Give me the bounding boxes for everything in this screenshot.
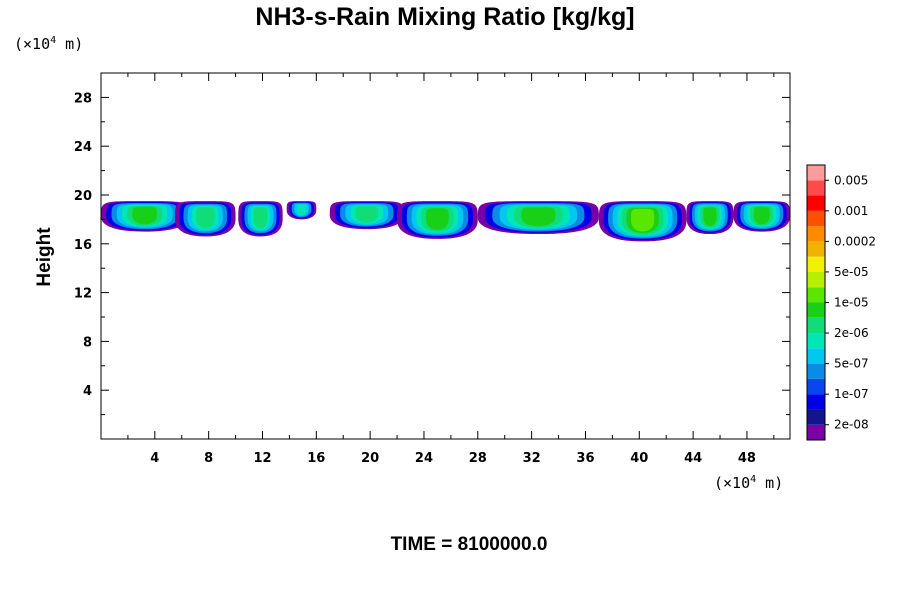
x-tick-label: 24: [415, 451, 433, 466]
x-unit-exponent: 4: [750, 474, 756, 485]
colorbar-label: 1e-07: [834, 387, 869, 401]
contour-level-fill: [426, 208, 449, 230]
colorbar-label: 2e-06: [834, 326, 869, 340]
contour-level-fill: [296, 204, 307, 216]
y-unit-exponent: 4: [50, 35, 56, 46]
contour-level-fill: [355, 206, 378, 223]
colorbar-swatch: [807, 348, 825, 364]
x-tick-label: 44: [684, 451, 702, 466]
x-axis-unit: (×104 m): [714, 474, 783, 492]
y-axis-label: Height: [34, 227, 55, 287]
colorbar: 2e-08 1e-07 5e-07 2e-06 1e-05 5e-05 0.0002 0.00…: [806, 164, 876, 441]
x-tick-label: 20: [361, 451, 379, 466]
y-tick-label: 20: [74, 189, 92, 204]
colorbar-label: 5e-07: [834, 357, 869, 371]
x-unit-prefix: (×10: [714, 474, 750, 492]
colorbar-swatch: [807, 333, 825, 349]
x-tick-label: 16: [307, 451, 325, 466]
colorbar-swatch: [807, 241, 825, 257]
time-label: TIME = 8100000.0: [391, 534, 548, 555]
colorbar-swatch: [807, 271, 825, 288]
contour-level-fill: [253, 207, 268, 229]
colorbar-swatch: [807, 287, 825, 303]
x-unit-suffix: m): [756, 474, 783, 492]
x-tick-label: 12: [253, 451, 271, 466]
x-axis-ticks: 4 8 12 16 20 24 28 32 36 40 44 48: [127, 73, 775, 466]
y-tick-label: 4: [83, 384, 92, 399]
x-tick-label: 4: [150, 451, 159, 466]
colorbar-swatch: [807, 195, 825, 211]
colorbar-swatch: [807, 424, 825, 440]
cloud-layer: [101, 201, 790, 242]
colorbar-swatch: [807, 394, 825, 410]
y-axis-ticks: 4 8 12 16 20 24 28: [74, 91, 790, 416]
colorbar-swatch: [807, 256, 825, 272]
colorbar-swatch: [807, 378, 825, 395]
colorbar-swatch: [807, 180, 825, 196]
contour-level-fill: [521, 207, 556, 227]
colorbar-swatch: [807, 226, 825, 242]
y-unit-prefix: (×10: [14, 35, 50, 53]
contour-level-fill: [631, 208, 655, 232]
x-tick-label: 28: [469, 451, 487, 466]
colorbar-swatch: [807, 363, 825, 379]
y-unit-suffix: m): [56, 35, 83, 53]
contour-level-fill: [703, 207, 717, 227]
y-tick-label: 12: [74, 287, 92, 302]
x-tick-label: 36: [576, 451, 594, 466]
colorbar-label: 0.0002: [834, 234, 876, 248]
colorbar-label: 1e-05: [834, 296, 869, 310]
chart-title: NH3-s-Rain Mixing Ratio [kg/kg]: [255, 3, 634, 31]
contour-level-fill: [132, 206, 157, 225]
colorbar-swatch: [807, 210, 825, 227]
y-tick-label: 24: [74, 140, 92, 155]
x-tick-label: 40: [630, 451, 648, 466]
x-tick-label: 48: [738, 451, 756, 466]
y-tick-label: 28: [74, 91, 92, 106]
colorbar-label: 2e-08: [834, 418, 869, 432]
y-axis-unit: (×104 m): [14, 35, 83, 53]
colorbar-swatch: [807, 409, 825, 425]
y-tick-label: 8: [83, 335, 92, 350]
x-tick-label: 32: [523, 451, 541, 466]
contour-level-fill: [753, 206, 770, 225]
y-tick-label: 16: [74, 238, 92, 253]
contour-level-fill: [196, 207, 215, 229]
colorbar-swatch: [807, 317, 825, 334]
colorbar-label: 0.005: [834, 173, 868, 187]
x-tick-label: 8: [204, 451, 213, 466]
colorbar-swatch: [807, 165, 825, 181]
colorbar-label: 5e-05: [834, 265, 869, 279]
plot-frame: [100, 72, 791, 440]
colorbar-swatch: [807, 302, 825, 318]
colorbar-label: 0.001: [834, 204, 868, 218]
